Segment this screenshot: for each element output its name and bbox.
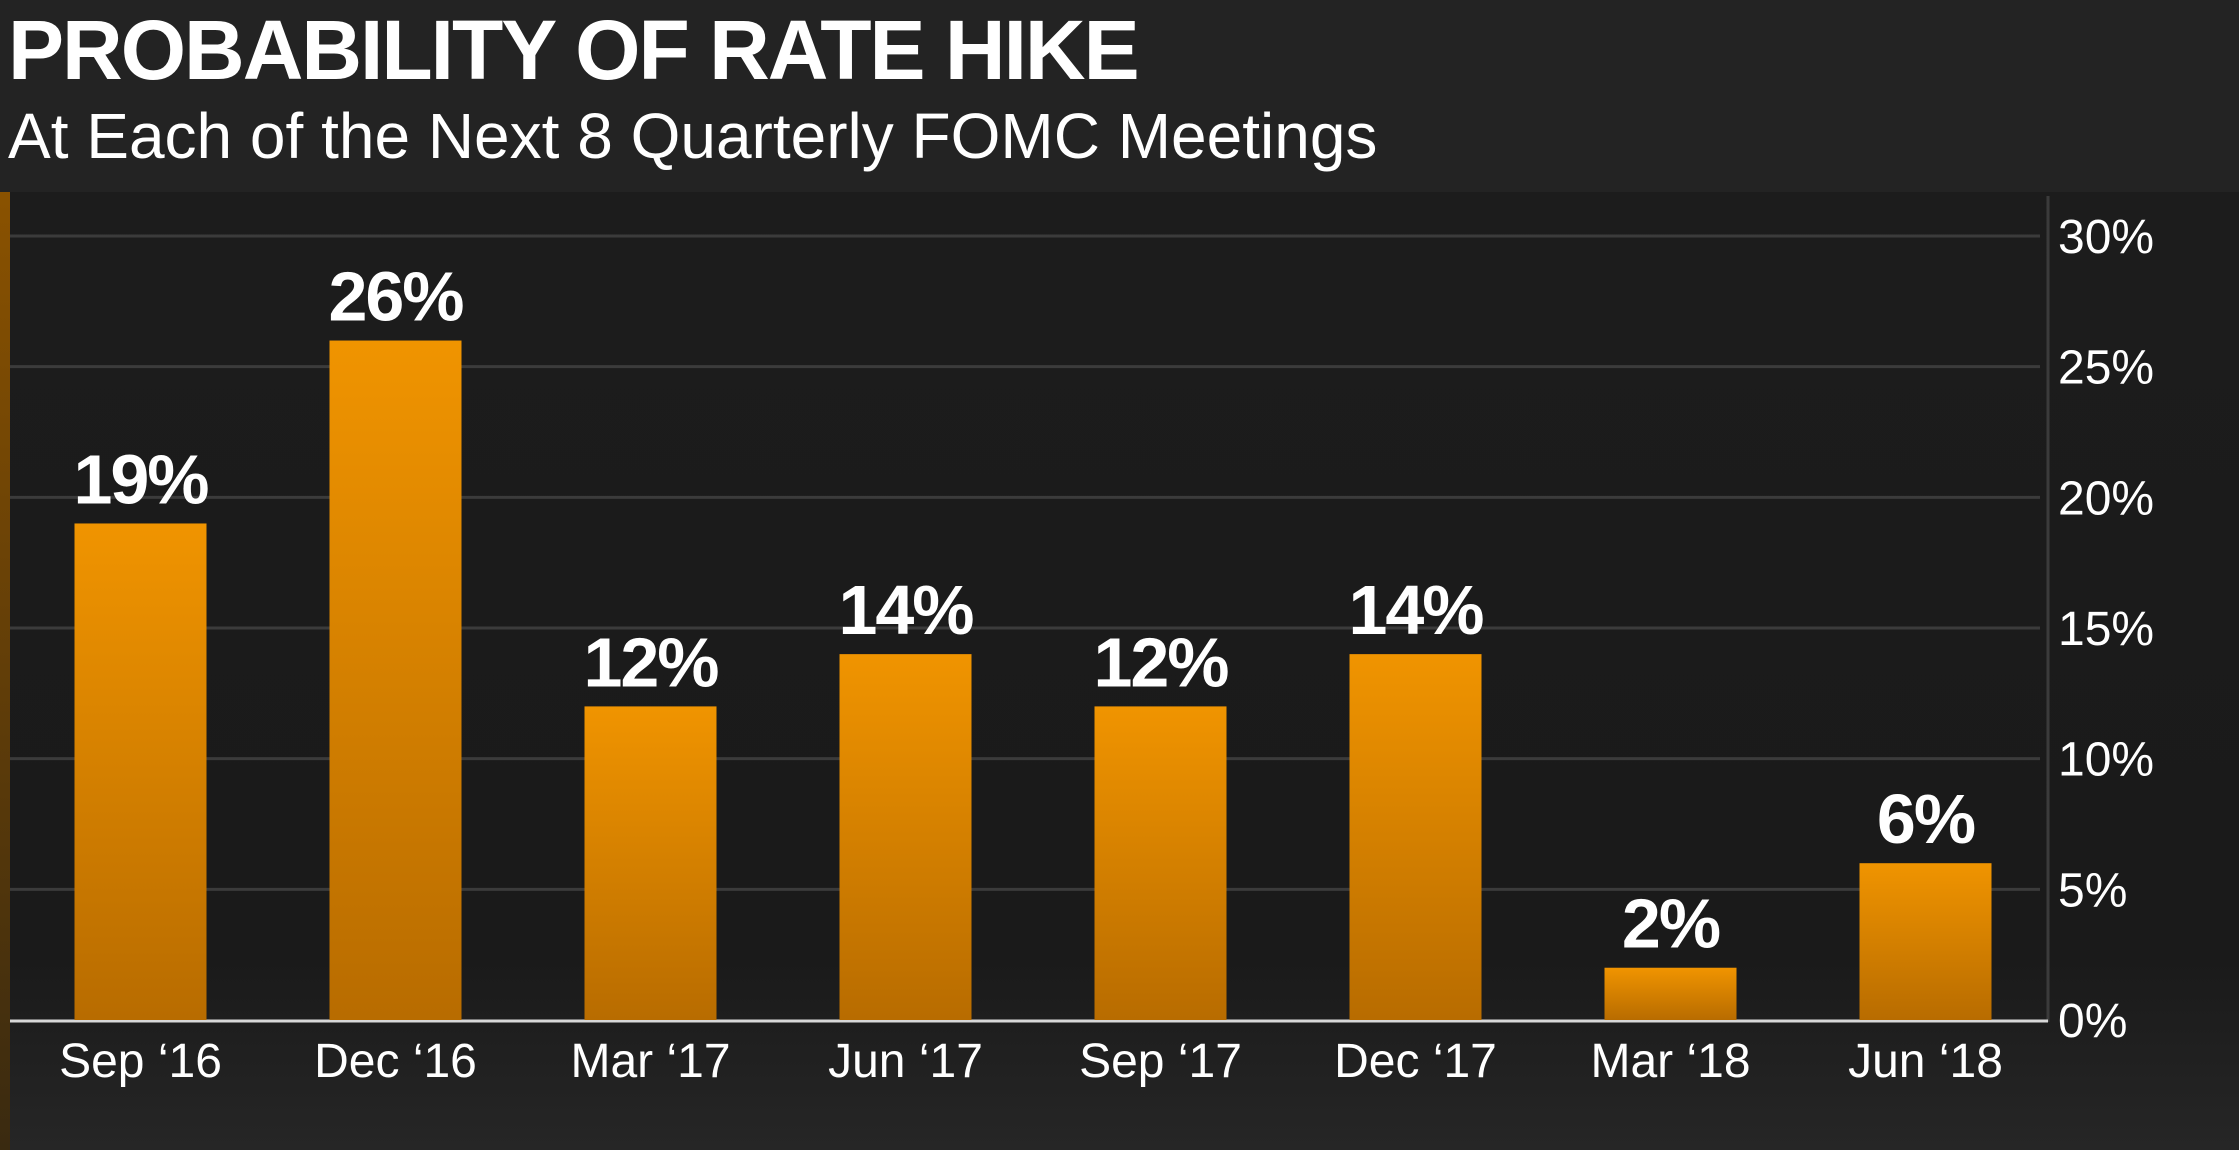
x-tick-label: Sep ‘16 (59, 1035, 222, 1088)
gridlines (10, 196, 2050, 1023)
bar (839, 654, 972, 1020)
x-tick-label: Jun ‘17 (828, 1035, 983, 1088)
y-tick-label: 30% (2058, 211, 2154, 264)
chart-title: PROBABILITY OF RATE HIKE (8, 3, 1140, 97)
bar (329, 340, 462, 1020)
x-tick-label: Mar ‘17 (570, 1035, 730, 1088)
chart-subtitle: At Each of the Next 8 Quarterly FOMC Mee… (8, 100, 1378, 172)
data-label: 14% (1348, 571, 1483, 649)
data-label: 2% (1622, 885, 1720, 963)
y-tick-label: 20% (2058, 472, 2154, 525)
x-tick-label: Sep ‘17 (1079, 1035, 1242, 1088)
x-tick-label: Jun ‘18 (1848, 1035, 2003, 1088)
left-edge-accent (0, 192, 10, 1150)
y-tick-label: 25% (2058, 342, 2154, 395)
data-label: 19% (73, 440, 208, 518)
bar (1349, 654, 1482, 1020)
y-tick-label: 0% (2058, 995, 2127, 1048)
bar (1604, 967, 1737, 1020)
chart-header: PROBABILITY OF RATE HIKE At Each of the … (0, 0, 2239, 192)
data-label: 26% (328, 258, 463, 336)
x-tick-label: Dec ‘17 (1334, 1035, 1497, 1088)
bars (74, 340, 1992, 1020)
x-tick-label: Dec ‘16 (314, 1035, 477, 1088)
y-tick-label: 10% (2058, 734, 2154, 787)
data-labels: 19% 26% 12% 14% 12% 14% 2% 6% (73, 258, 1976, 963)
x-tick-label: Mar ‘18 (1590, 1035, 1750, 1088)
data-label: 12% (583, 623, 718, 701)
x-axis-ticks: Sep ‘16 Dec ‘16 Mar ‘17 Jun ‘17 Sep ‘17 Dec ‘… (59, 1035, 2003, 1088)
y-tick-label: 15% (2058, 603, 2154, 656)
y-tick-label: 5% (2058, 864, 2127, 917)
y-axis-ticks: 0% 5% 10% 15% 20% 25% 30% (2058, 211, 2154, 1048)
data-label: 6% (1877, 780, 1975, 858)
bar (74, 523, 207, 1020)
bar (1094, 706, 1227, 1020)
bar (1859, 863, 1992, 1020)
data-label: 14% (838, 571, 973, 649)
data-label: 12% (1093, 623, 1228, 701)
bar (584, 706, 717, 1020)
